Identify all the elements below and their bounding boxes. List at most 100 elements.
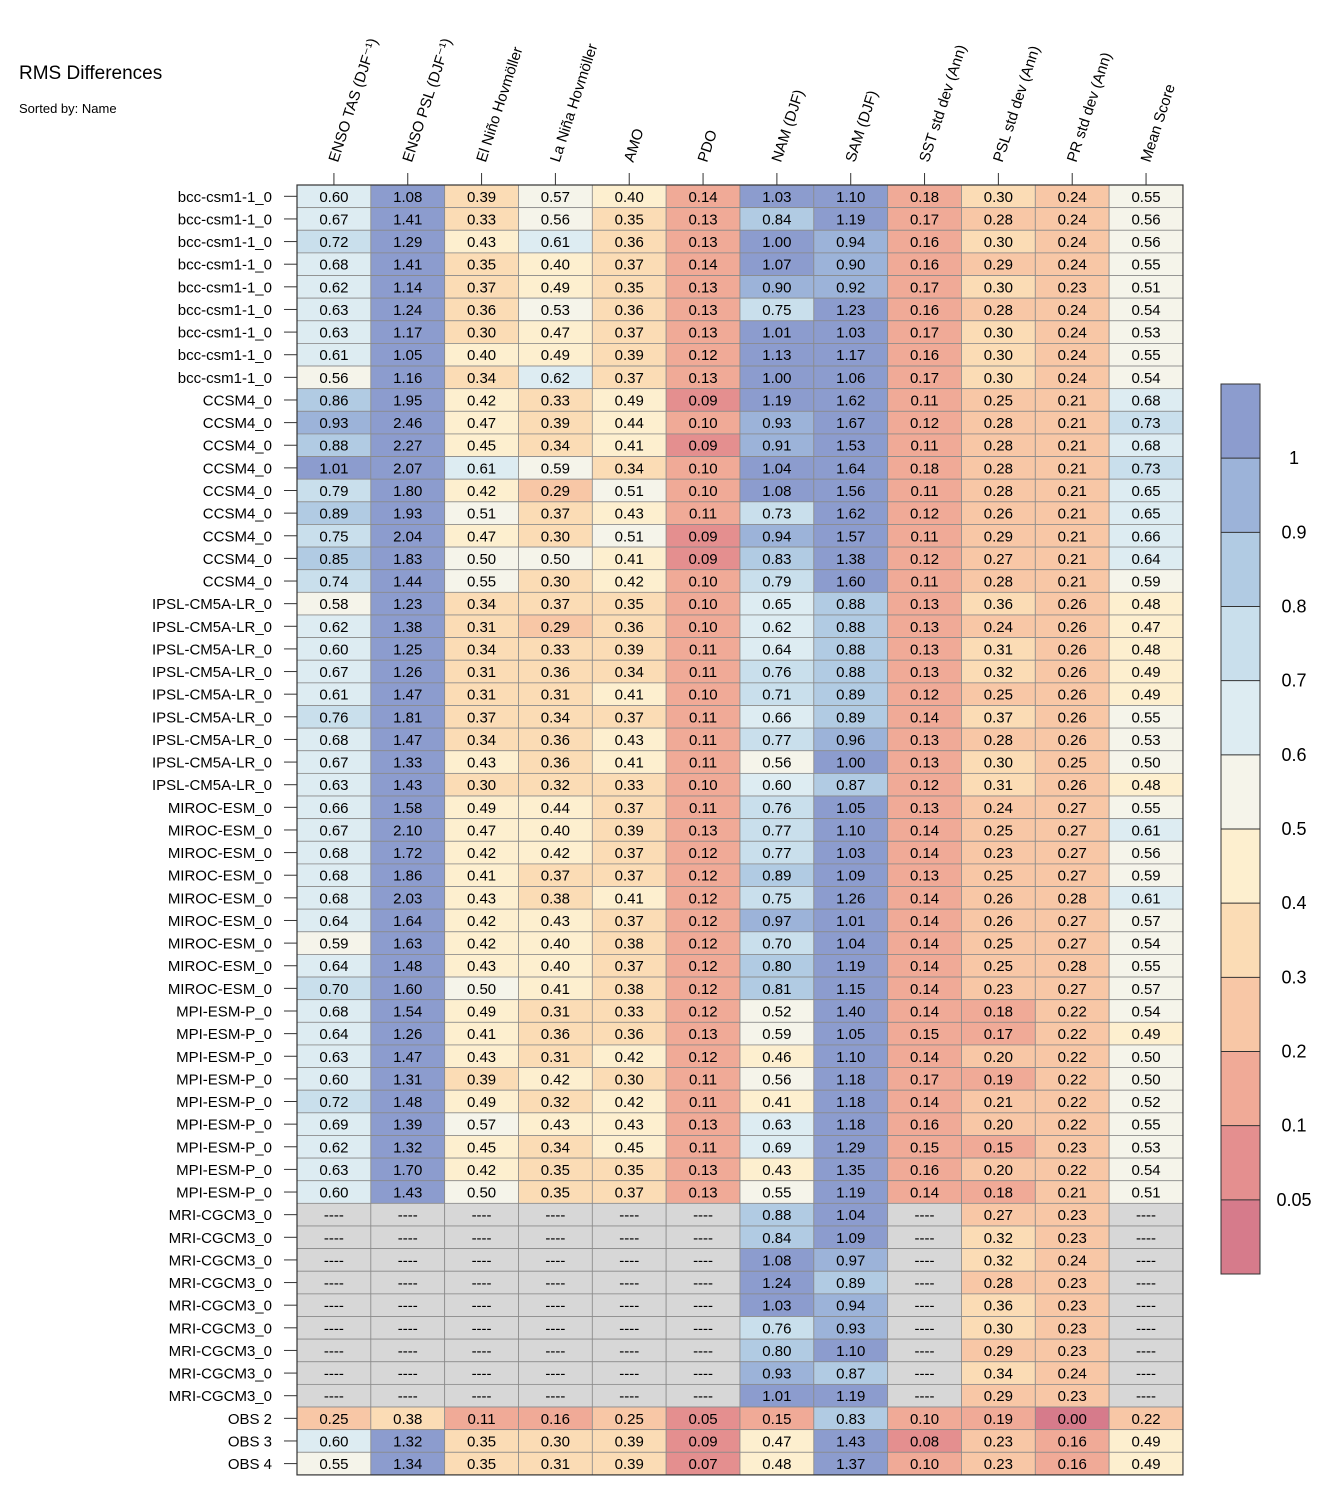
cell-value-label: 1.39	[393, 1117, 422, 1134]
cell-value-label: 0.11	[911, 574, 939, 591]
cell-value-label: ----	[915, 1366, 935, 1383]
cell-value-label: 1.26	[393, 1026, 422, 1043]
cell-value-label: ----	[1136, 1207, 1156, 1224]
cell-value-label: 0.51	[1131, 279, 1160, 296]
cell-value-label: 0.47	[1131, 619, 1160, 636]
cell-value-label: 0.11	[689, 506, 717, 523]
cell-value-label: 0.88	[836, 619, 865, 636]
cell-value-label: 0.49	[541, 279, 570, 296]
cell-value-label: ----	[619, 1366, 639, 1383]
cell-value-label: 0.67	[319, 755, 348, 772]
cell-value-label: 1.83	[393, 551, 422, 568]
cell-value-label: 0.26	[984, 890, 1013, 907]
cell-value-label: 0.12	[688, 981, 717, 998]
cell-value-label: 0.39	[467, 1071, 496, 1088]
cell-value-label: ----	[915, 1207, 935, 1224]
cell-value-label: 0.24	[1058, 211, 1087, 228]
cell-value-label: 0.65	[1131, 506, 1160, 523]
cell-value-label: 0.22	[1058, 1026, 1087, 1043]
cell-value-label: 0.32	[541, 1094, 570, 1111]
cell-value-label: 0.71	[762, 687, 791, 704]
cell-value-label: 0.14	[910, 913, 939, 930]
cell-value-label: 0.49	[615, 392, 644, 409]
cell-value-label: 0.51	[615, 483, 644, 500]
cell-value-label: 0.46	[762, 1049, 791, 1066]
cell-value-label: 0.43	[467, 1049, 496, 1066]
cell-value-label: 0.66	[762, 709, 791, 726]
cell-value-label: 0.30	[467, 777, 496, 794]
cell-value-label: 0.41	[615, 687, 644, 704]
cell-value-label: 0.36	[615, 234, 644, 251]
cell-value-label: 1.25	[393, 641, 422, 658]
cell-value-label: 0.72	[319, 234, 348, 251]
cell-value-label: 0.13	[688, 1162, 717, 1179]
cell-value-label: 0.42	[467, 483, 496, 500]
cell-value-label: 0.43	[467, 755, 496, 772]
cell-value-label: 0.30	[984, 370, 1013, 387]
cell-value-label: 0.35	[615, 1162, 644, 1179]
cell-value-label: 0.97	[762, 913, 791, 930]
cell-value-label: 0.09	[688, 528, 717, 545]
row-label: OBS 3	[228, 1433, 272, 1450]
cell-value-label: ----	[472, 1252, 492, 1269]
cell-value-label: ----	[619, 1343, 639, 1360]
cell-value-label: 0.25	[319, 1411, 348, 1428]
cell-value-label: 1.32	[393, 1433, 422, 1450]
cell-value-label: 0.51	[1131, 1185, 1160, 1202]
cell-value-label: 0.25	[984, 958, 1013, 975]
cell-value-label: 0.83	[762, 551, 791, 568]
cell-value-label: ----	[619, 1388, 639, 1405]
colorbar-swatch	[1221, 680, 1260, 755]
cell-value-label: 0.55	[1131, 958, 1160, 975]
cell-value-label: 0.27	[1058, 845, 1087, 862]
cell-value-label: 0.25	[984, 392, 1013, 409]
cell-value-label: 0.38	[615, 981, 644, 998]
cell-value-label: 0.10	[910, 1411, 939, 1428]
cell-value-label: ----	[693, 1252, 713, 1269]
cell-value-label: 0.36	[615, 619, 644, 636]
cell-value-label: 0.76	[762, 664, 791, 681]
cell-value-label: 0.93	[319, 415, 348, 432]
cell-value-label: 1.43	[393, 1185, 422, 1202]
cell-value-label: ----	[472, 1343, 492, 1360]
cell-value-label: 0.26	[1058, 619, 1087, 636]
cell-value-label: ----	[1136, 1298, 1156, 1315]
cell-value-label: 0.25	[984, 936, 1013, 953]
cell-value-label: 0.09	[688, 392, 717, 409]
cell-value-label: ----	[1136, 1275, 1156, 1292]
cell-value-label: 0.09	[688, 1433, 717, 1450]
cell-value-label: 0.56	[319, 370, 348, 387]
cell-value-label: 0.34	[467, 596, 496, 613]
cell-value-label: 0.64	[1131, 551, 1160, 568]
cell-value-label: 0.55	[1131, 189, 1160, 206]
cell-value-label: 0.41	[615, 755, 644, 772]
cell-value-label: 0.31	[984, 777, 1013, 794]
cell-value-label: 0.13	[688, 325, 717, 342]
cell-value-label: ----	[915, 1252, 935, 1269]
cell-value-label: 0.84	[762, 1230, 791, 1247]
cell-value-label: ----	[398, 1298, 418, 1315]
cell-value-label: 0.21	[1058, 392, 1087, 409]
cell-value-label: 0.42	[615, 1049, 644, 1066]
cell-value-label: 0.13	[688, 211, 717, 228]
cell-value-label: 0.75	[762, 890, 791, 907]
cell-value-label: 0.31	[467, 619, 496, 636]
cell-value-label: 0.13	[910, 596, 939, 613]
cell-value-label: 0.41	[615, 551, 644, 568]
cell-value-label: 0.37	[541, 868, 570, 885]
cell-value-label: 0.36	[984, 596, 1013, 613]
cell-value-label: 0.24	[1058, 234, 1087, 251]
cell-value-label: 0.13	[688, 302, 717, 319]
cell-value-label: 0.53	[1131, 732, 1160, 749]
cell-value-label: 0.63	[319, 325, 348, 342]
cell-value-label: 0.22	[1058, 1117, 1087, 1134]
colorbar-tick-label: 0.2	[1281, 1042, 1306, 1062]
cell-value-label: 0.43	[541, 1117, 570, 1134]
cell-value-label: 2.07	[393, 460, 422, 477]
cell-value-label: 0.10	[688, 574, 717, 591]
cell-value-label: 0.63	[762, 1117, 791, 1134]
cell-value-label: 0.76	[762, 800, 791, 817]
cell-value-label: 0.88	[762, 1207, 791, 1224]
cell-value-label: 0.00	[1058, 1411, 1087, 1428]
colorbar-swatch	[1221, 754, 1260, 829]
